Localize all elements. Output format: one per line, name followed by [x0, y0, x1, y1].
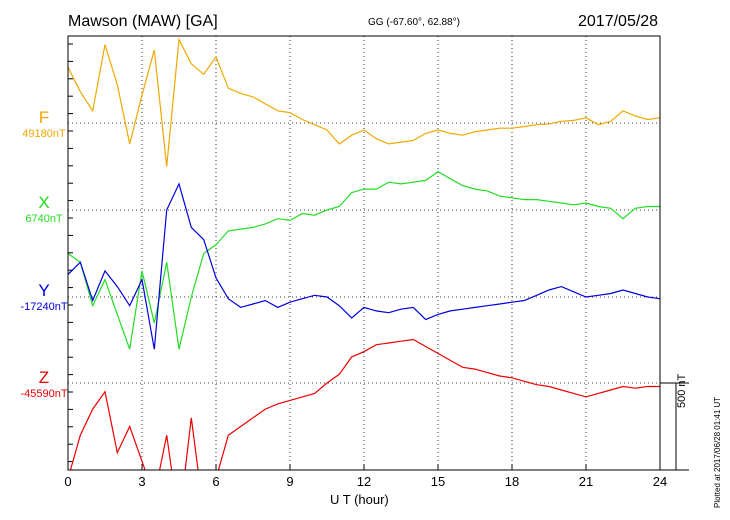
x-tick-label: 9 — [286, 474, 293, 489]
x-tick-label: 3 — [138, 474, 145, 489]
observation-date: 2017/05/28 — [578, 13, 659, 30]
channel-label-y: Y -17240nT — [12, 281, 76, 313]
channel-baseline-x: 6740nT — [25, 213, 63, 225]
series-line-y — [68, 182, 660, 350]
x-tick-label: 12 — [357, 474, 371, 489]
series-line-f — [68, 37, 660, 167]
channel-baseline-y: -17240nT — [20, 301, 68, 313]
channel-label-f: F 49180nT — [12, 108, 76, 140]
channel-baseline-f: 49180nT — [22, 128, 66, 140]
channel-label-z: Z -45590nT — [12, 368, 76, 400]
x-tick-label: 6 — [212, 474, 219, 489]
x-tick-label: 21 — [579, 474, 593, 489]
series-line-x — [68, 170, 660, 350]
plotted-timestamp: Plotted at 2017/06/28 01:41 UT — [713, 396, 722, 508]
station-coordinates: GG (-67.60°, 62.88°) — [368, 17, 460, 28]
channel-name-z: Z — [38, 368, 50, 387]
x-tick-label: 24 — [653, 474, 667, 489]
channel-name-f: F — [38, 108, 50, 127]
x-tick-label: 18 — [505, 474, 519, 489]
scale-bar-label: 500 nT — [676, 373, 688, 408]
channel-name-x: X — [38, 193, 50, 212]
channel-label-x: X 6740nT — [12, 193, 76, 225]
series-line-z — [69, 338, 660, 470]
x-tick-label: 0 — [64, 474, 71, 489]
channel-baseline-z: -45590nT — [20, 388, 68, 400]
station-title: Mawson (MAW) [GA] — [68, 13, 218, 30]
channel-name-y: Y — [38, 281, 50, 300]
x-tick-label: 15 — [431, 474, 445, 489]
x-axis-label: U T (hour) — [330, 492, 389, 507]
